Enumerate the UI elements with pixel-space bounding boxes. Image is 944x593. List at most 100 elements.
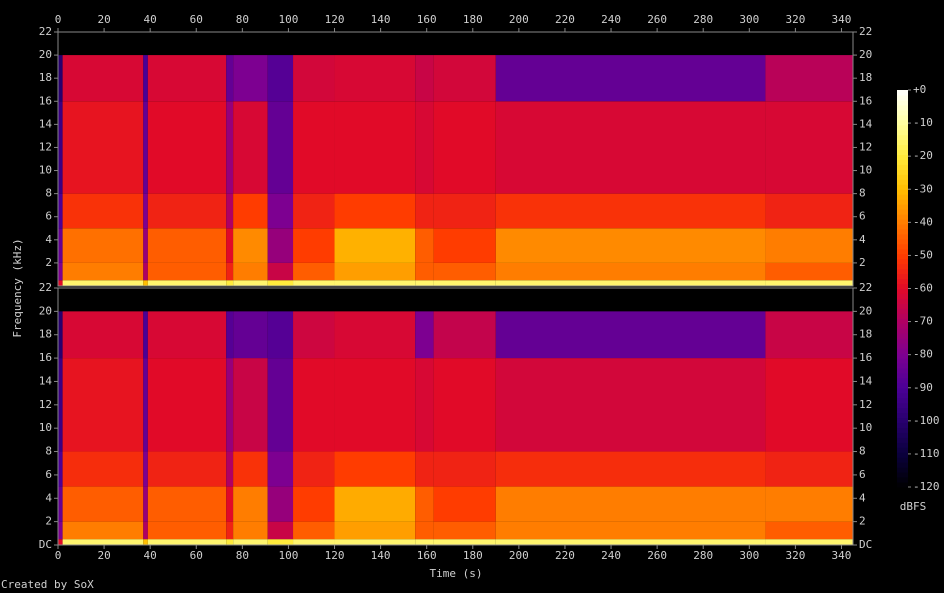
y-tick-label: 18 — [859, 328, 872, 341]
colorbar-swatch — [897, 233, 908, 240]
colorbar-swatch — [897, 407, 908, 414]
colorbar-swatch — [897, 467, 908, 473]
y-tick-label: 6 — [859, 468, 866, 481]
heatmap-cell — [293, 486, 335, 522]
heatmap-cell — [147, 311, 227, 359]
heatmap-cell — [58, 539, 63, 545]
heatmap-cell — [334, 101, 416, 194]
colorbar-swatch — [897, 209, 908, 215]
heatmap-cell — [233, 311, 268, 359]
heatmap-cell — [433, 311, 496, 359]
y-tick-label: 10 — [859, 164, 872, 177]
colorbar-swatch — [897, 238, 908, 245]
colorbar-swatch — [897, 164, 908, 170]
y-tick-label: 8 — [859, 445, 866, 458]
y-tick-label: 10 — [859, 421, 872, 434]
heatmap-cell — [334, 521, 416, 540]
y-tick-label: 6 — [45, 210, 52, 223]
colorbar-swatch — [897, 114, 908, 121]
heatmap-cell — [58, 451, 63, 487]
heatmap-cell — [147, 451, 227, 487]
heatmap-cell — [415, 101, 434, 194]
heatmap-cell — [147, 358, 227, 452]
heatmap-cell — [765, 539, 853, 545]
heatmap-cell — [433, 55, 496, 102]
heatmap-cell — [143, 539, 148, 545]
heatmap-cell — [143, 193, 148, 229]
heatmap-cell — [765, 521, 853, 540]
x-tick-label: 100 — [278, 13, 298, 26]
colorbar-swatch — [897, 338, 908, 344]
colorbar-swatch — [897, 278, 908, 285]
y-tick-label: 8 — [45, 187, 52, 200]
heatmap-cell — [765, 311, 853, 359]
colorbar-swatch — [897, 477, 908, 483]
heatmap-cell — [62, 539, 144, 545]
colorbar-swatch — [897, 367, 908, 374]
heatmap-cell — [415, 280, 434, 286]
heatmap-cell — [334, 228, 416, 263]
colorbar-swatch — [897, 134, 908, 141]
x-tick-label: 20 — [97, 13, 110, 26]
colorbar-swatch — [897, 219, 908, 225]
colorbar-tick-label: -90 — [913, 381, 933, 394]
x-tick-label: 340 — [832, 549, 852, 562]
colorbar-swatch — [897, 184, 908, 190]
x-tick-label: 280 — [693, 549, 713, 562]
x-tick-label: 80 — [236, 13, 249, 26]
y-tick-label: 2 — [859, 256, 866, 269]
heatmap-cell — [143, 262, 148, 281]
heatmap-cell — [415, 521, 434, 540]
x-tick-label: 0 — [55, 549, 62, 562]
heatmap-cell — [267, 521, 294, 540]
heatmap-cell — [58, 358, 63, 452]
heatmap-cell — [267, 358, 294, 452]
x-tick-label: 300 — [739, 13, 759, 26]
colorbar-tick-label: -100 — [913, 414, 940, 427]
x-tick-label: 300 — [739, 549, 759, 562]
heatmap-cell — [433, 486, 496, 522]
y-tick-label: 6 — [45, 468, 52, 481]
x-tick-label: 320 — [785, 13, 805, 26]
y-tick-label: 4 — [45, 233, 52, 246]
y-tick-label: 20 — [859, 48, 872, 61]
heatmap-cell — [226, 280, 234, 286]
heatmap-cell — [433, 521, 496, 540]
colorbar-swatch — [897, 243, 908, 250]
colorbar-swatch — [897, 149, 908, 156]
heatmap-cell — [226, 228, 234, 263]
heatmap-cell — [334, 451, 416, 487]
heatmap-cell — [62, 451, 144, 487]
heatmap-cell — [147, 55, 227, 102]
heatmap-cell — [147, 228, 227, 263]
y-tick-label: 16 — [859, 351, 872, 364]
colorbar-swatch — [897, 402, 908, 409]
heatmap-cell — [293, 280, 335, 286]
heatmap-cell — [334, 486, 416, 522]
x-tick-label: 200 — [509, 13, 529, 26]
x-tick-label: 320 — [785, 549, 805, 562]
heatmap-cell — [233, 193, 268, 229]
colorbar-swatch — [897, 109, 908, 116]
colorbar-tick-label: +0 — [913, 83, 926, 96]
heatmap-cell — [433, 193, 496, 229]
x-tick-label: 260 — [647, 13, 667, 26]
colorbar-swatch — [897, 387, 908, 394]
colorbar-swatch — [897, 422, 908, 428]
heatmap-cell — [765, 228, 853, 263]
heatmap-cell — [415, 262, 434, 281]
heatmap-cell — [62, 262, 144, 281]
colorbar-swatch — [897, 447, 908, 453]
heatmap-cell — [58, 228, 63, 263]
y-tick-label: 12 — [39, 398, 52, 411]
x-tick-label: 120 — [325, 13, 345, 26]
heatmap-cell — [267, 280, 294, 286]
heatmap-cell — [415, 539, 434, 545]
colorbar-tick-label: -70 — [913, 315, 933, 328]
colorbar-swatch — [897, 214, 908, 220]
y-tick-label: DC — [859, 538, 872, 551]
heatmap-cell — [293, 451, 335, 487]
y-tick-label: 22 — [859, 281, 872, 294]
heatmap-cell — [293, 311, 335, 359]
